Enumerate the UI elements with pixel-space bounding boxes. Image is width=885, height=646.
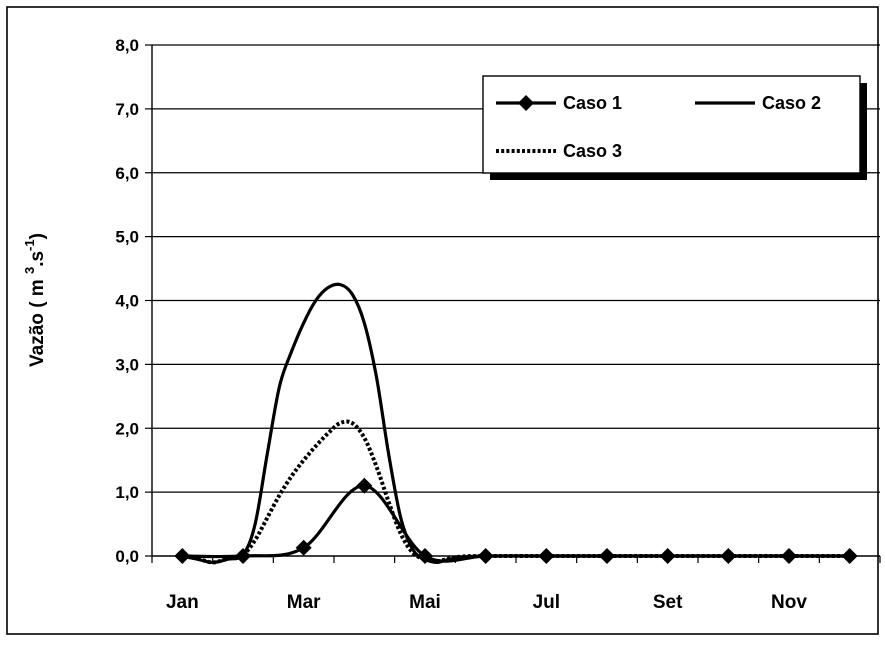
y-axis-label-part: -1 (22, 239, 37, 251)
y-axis-label: Vazão ( m 3.s-1) (22, 233, 48, 367)
y-tick-label: 5,0 (115, 228, 139, 247)
y-tick-label: 7,0 (115, 100, 139, 119)
x-tick-label: Mai (409, 592, 441, 613)
series-caso-1-marker (599, 548, 615, 564)
y-tick-label: 3,0 (115, 355, 139, 374)
y-tick-label: 4,0 (115, 292, 139, 311)
y-axis-label-part: ( m (27, 274, 48, 308)
y-axis-label-part: .s (27, 251, 48, 267)
x-tick-label: Nov (771, 592, 807, 613)
y-tick-label: 1,0 (115, 483, 139, 502)
x-tick-label: Jan (166, 592, 199, 613)
y-axis-label-part: ) (27, 233, 48, 239)
y-tick-label: 2,0 (115, 419, 139, 438)
series-caso-1-marker (356, 477, 373, 494)
series-caso-1-marker (235, 548, 251, 564)
series-caso-1-marker (781, 548, 797, 564)
y-tick-label: 0,0 (115, 547, 139, 566)
legend-marker-caso-1 (518, 95, 534, 111)
y-tick-label: 6,0 (115, 164, 139, 183)
series-caso-1-marker (417, 548, 433, 564)
legend-box (482, 75, 861, 174)
y-axis-label-part: 3 (22, 267, 37, 274)
y-tick-label: 8,0 (115, 36, 139, 55)
x-tick-label: Set (653, 592, 683, 613)
series-caso-1-marker (841, 548, 858, 564)
series-caso-1-marker (295, 539, 312, 556)
x-tick-label: Mar (287, 592, 321, 613)
series-caso-1-marker (538, 548, 555, 564)
legend-label-caso-3: Caso 3 (563, 141, 622, 161)
series-caso-1-marker (720, 548, 737, 564)
legend-label-caso-2: Caso 2 (762, 93, 821, 113)
y-axis-label-part: Vazão (27, 308, 48, 367)
x-tick-label: Jul (533, 592, 560, 613)
series-layer (174, 282, 858, 565)
series-caso-1-marker (659, 548, 676, 564)
series-caso-1-marker (174, 548, 191, 564)
legend-label-caso-1: Caso 1 (563, 93, 622, 113)
legend: Caso 1 Caso 2 Caso 3 (482, 75, 867, 180)
series-caso-1-marker (477, 548, 494, 564)
